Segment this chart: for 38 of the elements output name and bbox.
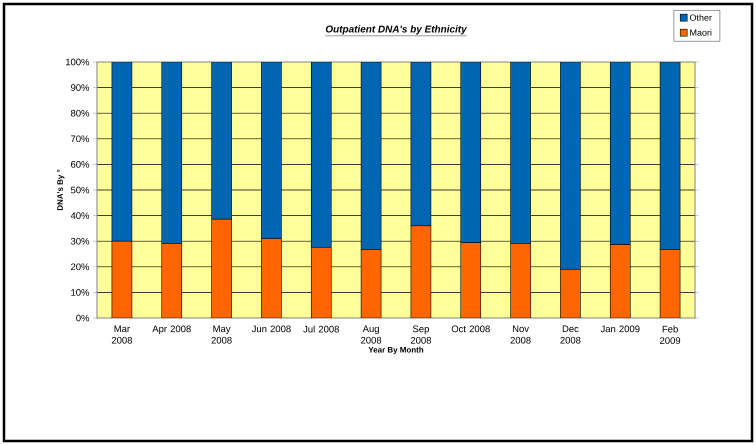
y-tick-label: 70% (71, 135, 90, 142)
chart-title: Outpatient DNA's by Ethnicity (326, 25, 468, 34)
x-tick-label: Oct 2008 (452, 326, 490, 332)
bar (410, 226, 432, 318)
bar (660, 249, 680, 318)
bar (161, 243, 182, 318)
bar (261, 238, 282, 318)
y-tick-label: 90% (70, 84, 90, 91)
y-tick-label: 20% (71, 263, 90, 270)
x-tick-label: Jan 2009 (600, 326, 640, 332)
bar (211, 218, 232, 318)
x-tick-label: May 2008 (212, 326, 232, 344)
y-tick-label: 10% (71, 289, 90, 296)
x-tick-label: Sep 2008 (410, 326, 432, 344)
bar (460, 242, 482, 318)
x-tick-label: Jun 2008 (252, 326, 291, 332)
x-tick-label: Mar 2008 (112, 326, 132, 344)
y-tick-label: 60% (71, 161, 90, 168)
y-tick-label: 100% (66, 58, 90, 66)
y-tick-label: 0% (76, 314, 90, 322)
bar (310, 247, 332, 318)
x-tick-label: Jul 2008 (303, 326, 339, 332)
legend-label: Maori (690, 29, 712, 36)
x-tick-label: Aug 2008 (361, 326, 382, 344)
y-tick-label: 30% (70, 238, 90, 245)
x-tick-label: Dec 2008 (560, 326, 581, 344)
x-tick-label: Nov 2008 (510, 326, 531, 344)
x-tick-label: Feb 2009 (660, 326, 680, 344)
x-tick-label: Apr 2008 (152, 326, 191, 334)
bar (560, 269, 581, 318)
y-tick-label: 50% (70, 186, 90, 194)
y-tick-label: 80% (70, 110, 90, 117)
y-tick-label: 40% (70, 212, 90, 219)
bar (610, 244, 631, 318)
bar (112, 240, 132, 318)
bar (360, 249, 382, 318)
bar (510, 243, 531, 318)
legend-label: Other (690, 14, 712, 21)
